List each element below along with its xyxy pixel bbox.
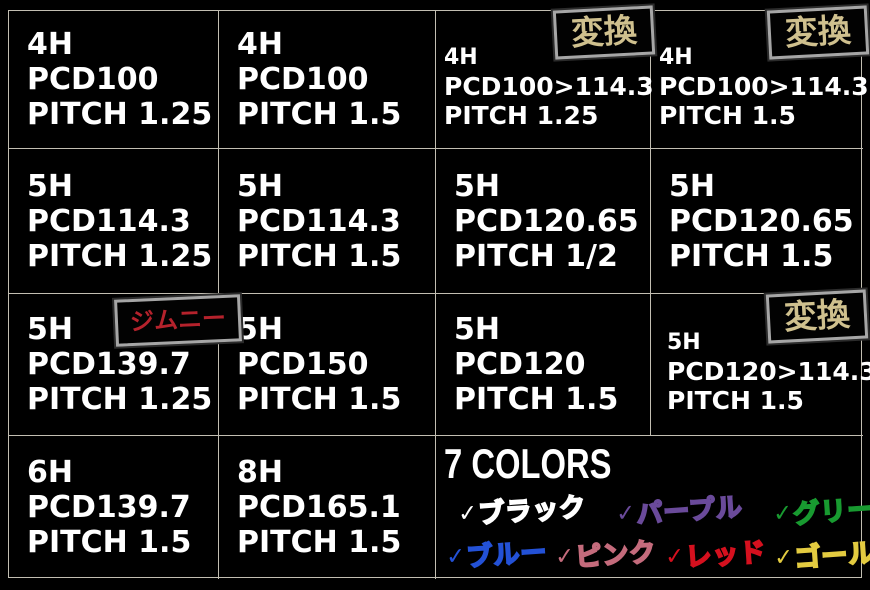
- pcd-label: PCD100>114.3: [444, 72, 654, 101]
- check-icon: ✓: [772, 499, 794, 527]
- spec-cell-4h-pcd100to1143-15: 変換 4H PCD100>114.3 PITCH 1.5: [651, 5, 870, 149]
- pitch-label: PITCH 1.25: [444, 101, 599, 130]
- spec-cell-8h-pcd1651-15: 8H PCD165.1 PITCH 1.5: [219, 436, 436, 579]
- conversion-badge: 変換: [552, 5, 656, 60]
- pitch-label: PITCH 1.5: [237, 97, 402, 132]
- holes-label: 4H: [659, 45, 693, 70]
- spec-cell-5h-pcd1397-125: ジムニー 5H PCD139.7 PITCH 1.25: [9, 294, 242, 436]
- holes-label: 5H: [27, 168, 73, 204]
- spec-cell-5h-pcd120to1143-15: 変換 5H PCD120>114.3 PITCH 1.5: [651, 289, 870, 436]
- holes-label: 5H: [454, 312, 500, 347]
- pcd-label: PCD120.65: [454, 203, 639, 239]
- colors-row-2: ✓ ブルー ✓ ピンク ✓ レッド ✓ ゴールド: [445, 535, 870, 575]
- color-option-label: ブラック: [477, 492, 589, 531]
- jimny-badge: ジムニー: [114, 294, 242, 347]
- pcd-label: PCD165.1: [237, 490, 401, 525]
- spec-cell-4h-pcd100-15: 4H PCD100 PITCH 1.5: [219, 11, 436, 149]
- pcd-label: PCD100: [27, 62, 159, 97]
- color-option-green: ✓ グリーン: [772, 487, 870, 533]
- holes-label: 8H: [237, 455, 283, 490]
- spec-cell-5h-pcd12065-half: 5H PCD120.65 PITCH 1/2: [436, 149, 651, 294]
- pcd-label: PCD114.3: [27, 203, 191, 239]
- check-icon: ✓: [554, 542, 576, 571]
- pcd-label: PCD120: [454, 347, 586, 382]
- holes-label: 4H: [444, 45, 478, 70]
- color-option-gold: ✓ ゴールド: [773, 531, 870, 577]
- holes-label: 4H: [27, 27, 73, 62]
- check-icon: ✓: [663, 542, 685, 571]
- spec-cell-6h-pcd1397-15: 6H PCD139.7 PITCH 1.5: [9, 436, 219, 579]
- color-option-label: グリーン: [792, 492, 870, 531]
- color-option-pink: ✓ ピンク: [554, 532, 659, 576]
- check-icon: ✓: [615, 499, 637, 527]
- pitch-label: PITCH 1.5: [27, 525, 192, 560]
- pcd-label: PCD150: [237, 347, 369, 382]
- pitch-label: PITCH 1.5: [667, 386, 804, 415]
- check-icon: ✓: [445, 542, 467, 571]
- color-option-label: ピンク: [574, 536, 659, 574]
- holes-label: 5H: [237, 312, 283, 347]
- check-icon: ✓: [457, 499, 479, 527]
- spec-cell-5h-pcd12065-15: 5H PCD120.65 PITCH 1.5: [651, 149, 863, 294]
- color-option-black: ✓ ブラック: [457, 487, 588, 533]
- holes-label: 5H: [237, 168, 283, 204]
- holes-label: 5H: [27, 312, 73, 347]
- colors-section: 7 COLORS ✓ ブラック ✓ パープル ✓ グリーン ✓ ブルー: [436, 436, 870, 579]
- check-icon: ✓: [773, 543, 795, 571]
- color-option-label: レッド: [683, 536, 768, 574]
- holes-label: 5H: [667, 330, 701, 355]
- spec-cell-5h-pcd1143-125: 5H PCD114.3 PITCH 1.25: [9, 149, 219, 294]
- color-option-label: ゴールド: [792, 536, 870, 575]
- colors-title: 7 COLORS: [444, 440, 612, 487]
- spec-cell-5h-pcd120-15: 5H PCD120 PITCH 1.5: [436, 294, 651, 436]
- pitch-label: PITCH 1.5: [237, 382, 402, 417]
- holes-label: 5H: [454, 168, 500, 204]
- pitch-label: PITCH 1.25: [27, 382, 213, 417]
- pitch-label: PITCH 1.5: [454, 382, 619, 417]
- pitch-label: PITCH 1.5: [659, 101, 796, 130]
- pitch-label: PITCH 1.5: [669, 238, 834, 274]
- pcd-label: PCD120.65: [669, 203, 854, 239]
- pcd-label: PCD100: [237, 62, 369, 97]
- holes-label: 4H: [237, 27, 283, 62]
- color-option-purple: ✓ パープル: [615, 487, 746, 533]
- colors-row-1: ✓ ブラック ✓ パープル ✓ グリーン: [457, 491, 870, 531]
- pitch-label: PITCH 1.25: [27, 238, 213, 274]
- spec-cell-5h-pcd1143-15: 5H PCD114.3 PITCH 1.5: [219, 149, 436, 294]
- pcd-label: PCD100>114.3: [659, 72, 869, 101]
- pcd-label: PCD120>114.3: [667, 357, 870, 386]
- holes-label: 5H: [669, 168, 715, 204]
- pitch-label: PITCH 1.5: [237, 525, 402, 560]
- holes-label: 6H: [27, 455, 73, 490]
- pitch-label: PITCH 1.5: [237, 238, 402, 274]
- pitch-label: PITCH 1.25: [27, 97, 213, 132]
- pcd-label: PCD114.3: [237, 203, 401, 239]
- color-option-label: パープル: [635, 492, 745, 531]
- spec-cell-4h-pcd100-125: 4H PCD100 PITCH 1.25: [9, 11, 219, 149]
- color-option-label: ブルー: [464, 536, 549, 574]
- pcd-label: PCD139.7: [27, 490, 191, 525]
- conversion-badge: 変換: [766, 5, 870, 60]
- pcd-label: PCD139.7: [27, 347, 191, 382]
- spec-cell-5h-pcd150-15: 5H PCD150 PITCH 1.5: [219, 294, 436, 436]
- spec-grid: 4H PCD100 PITCH 1.25 4H PCD100 PITCH 1.5…: [8, 5, 870, 579]
- spec-cell-4h-pcd100to1143-125: 変換 4H PCD100>114.3 PITCH 1.25: [436, 5, 656, 149]
- color-option-red: ✓ レッド: [663, 532, 768, 576]
- color-option-blue: ✓ ブルー: [445, 532, 549, 576]
- conversion-badge: 変換: [765, 289, 869, 344]
- pitch-label: PITCH 1/2: [454, 238, 618, 274]
